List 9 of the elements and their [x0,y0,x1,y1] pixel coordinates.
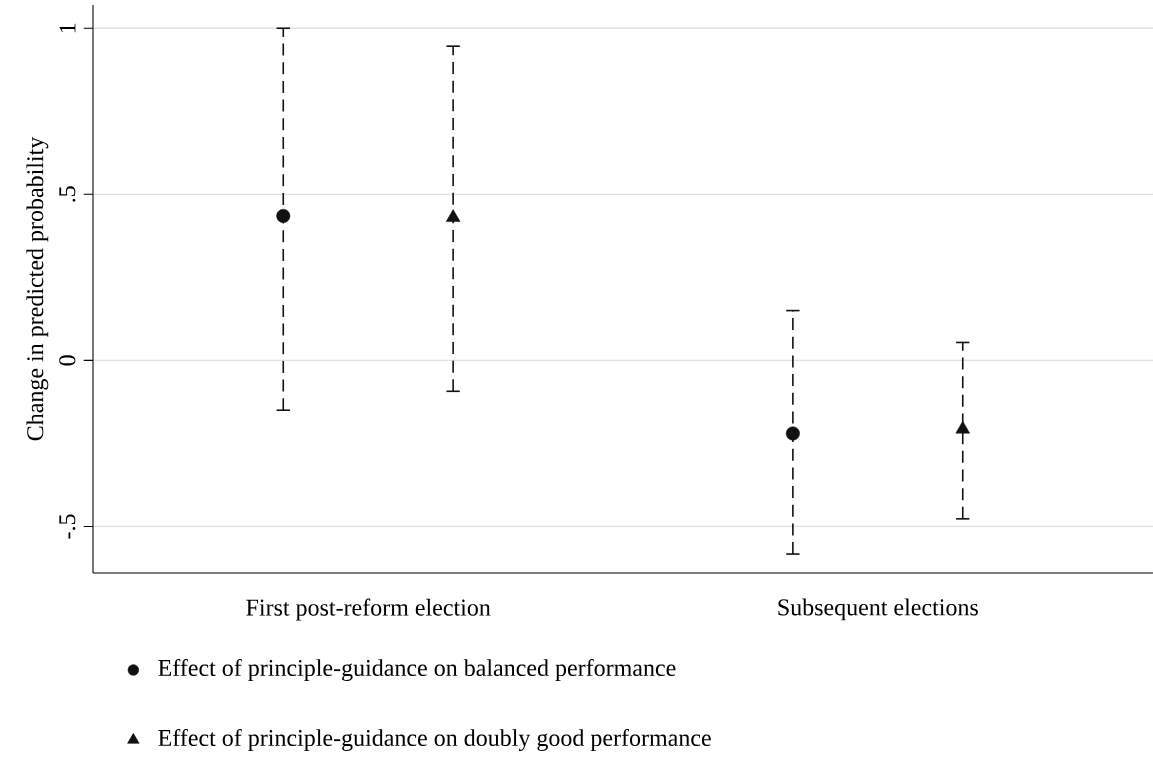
y-axis-title: Change in predicted probability [26,136,49,441]
y-tick-label: 1 [59,23,76,33]
x-tick-label: First post-reform election [246,598,491,621]
x-tick-label: Subsequent elections [778,598,978,621]
legend-label: Effect of principle-guidance on doubly good performance [158,728,711,752]
y-tick-label: .5 [59,186,76,202]
legend-label: Effect of principle-guidance on balanced performance [158,658,676,682]
y-tick-label: -.5 [59,514,76,539]
y-tick-label: 0 [59,355,76,366]
